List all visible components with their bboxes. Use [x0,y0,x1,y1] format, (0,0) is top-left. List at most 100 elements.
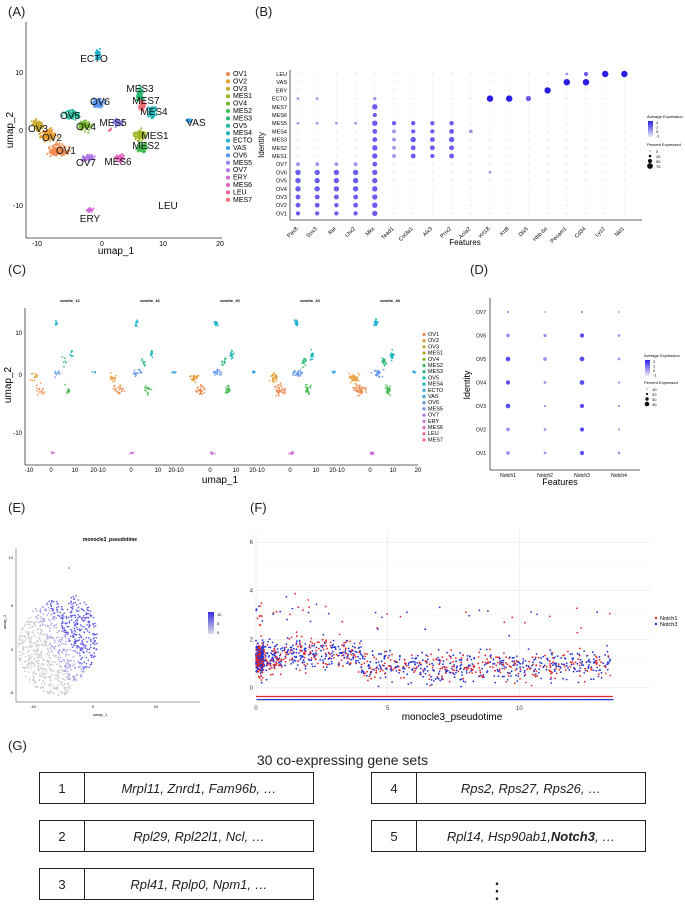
scatter-point [448,695,450,698]
facet-point [42,393,45,395]
scatter-point [258,699,261,701]
scatter-point [436,695,438,698]
umap-point [74,118,77,121]
scatter-point [579,647,581,650]
scatter-point [330,699,332,701]
scatter-point [375,658,378,660]
pseudotime-point [42,687,45,689]
scatter-point [353,699,356,701]
dotplot-dot [393,171,395,174]
dotplot-dot [353,162,358,167]
pseudotime-point [41,683,43,685]
pseudotime-point [27,617,29,620]
scatter-point [304,667,307,670]
scatter-point [319,699,321,701]
facet-legend-label: OV6 [428,400,439,406]
scatter-point [400,677,402,679]
facet-point [134,324,137,326]
pseudotime-point [70,600,72,603]
pseudotime-point [50,668,52,670]
scatter-point [387,695,389,698]
scatter-point [424,699,427,701]
scatter-point [333,695,335,698]
facet-point [150,352,152,355]
dotplot-dot [297,147,299,149]
pseudotime-point [49,690,52,692]
pseudotime-point [64,691,67,694]
scatter-point [322,662,325,665]
pseudotime-point [61,629,64,632]
scatter-point [265,678,268,681]
dotplot-dot [527,204,530,206]
dotplot-dot [508,130,510,133]
dotplot-row-label: MES6 [272,113,287,119]
pseudotime-point [85,616,88,619]
scatter-point [384,695,386,698]
pseudotime-point [48,685,51,687]
umap-legend-label: OV1 [233,71,247,78]
scatter-point [484,654,487,657]
scatter-point [599,695,601,698]
pseudotime-point [63,629,65,632]
scatter-point [513,695,515,698]
dotplot-dot [604,179,606,182]
scatter-point [501,675,504,678]
scatter-point [325,639,327,642]
dotplot-dot [316,81,318,83]
scatter-point [512,656,515,659]
facet-ytick: -10 [13,431,22,437]
pseudotime-point [37,628,40,630]
scatter-point [486,648,488,651]
dotplot-dot [546,204,549,206]
scatter-point [494,699,497,701]
facet-point [203,388,206,391]
pseudotime-point [31,644,33,647]
scatter-point [486,699,488,701]
pseudotime-point [54,674,57,677]
pseudotime-point [60,660,63,663]
pseudotime-point [52,692,55,695]
pseudotime-point [34,624,37,626]
scatter-point [353,646,356,649]
scatter-point [451,665,454,668]
dotplot-dot [297,138,299,141]
scatter-point [442,699,444,701]
dotplot-dot [372,120,378,126]
pseudotime-point [41,606,44,609]
scatter-point [602,699,604,701]
pseudotime-point [43,680,45,682]
pseudotime-point [49,620,52,622]
dotplot-dot [585,179,587,182]
pseudotime-point [68,620,70,622]
scatter-point [580,664,583,666]
pseudotime-point [65,669,67,671]
scatter-point [281,650,284,652]
pseudotime-point [58,630,60,632]
pseudotime-xtick: 10 [154,704,159,709]
dotplot-dot [391,121,397,126]
pseudotime-point [57,640,60,643]
notch-dot [506,310,510,314]
scatter-point [391,681,393,683]
scatter-point [373,656,375,659]
facet-point [227,389,230,392]
scatter-point [349,695,351,698]
dotplot-size-key [647,163,653,169]
dotplot-dot [527,155,530,157]
scatter-point [497,670,499,673]
scatter-point [451,667,453,670]
scatter-point [407,664,410,666]
scatter-point [473,699,475,701]
scatter-point [309,620,312,623]
dotplot-dot [295,202,301,208]
dotplot-dot [297,106,299,108]
scatter-point [277,661,280,664]
scatter-point [266,699,268,701]
scatter-point [412,695,414,698]
notch-dot [617,404,621,408]
scatter-point [597,699,600,701]
dotplot-dot [623,114,626,116]
dotplot-dot [604,188,606,190]
dotplot-dot [314,194,320,200]
